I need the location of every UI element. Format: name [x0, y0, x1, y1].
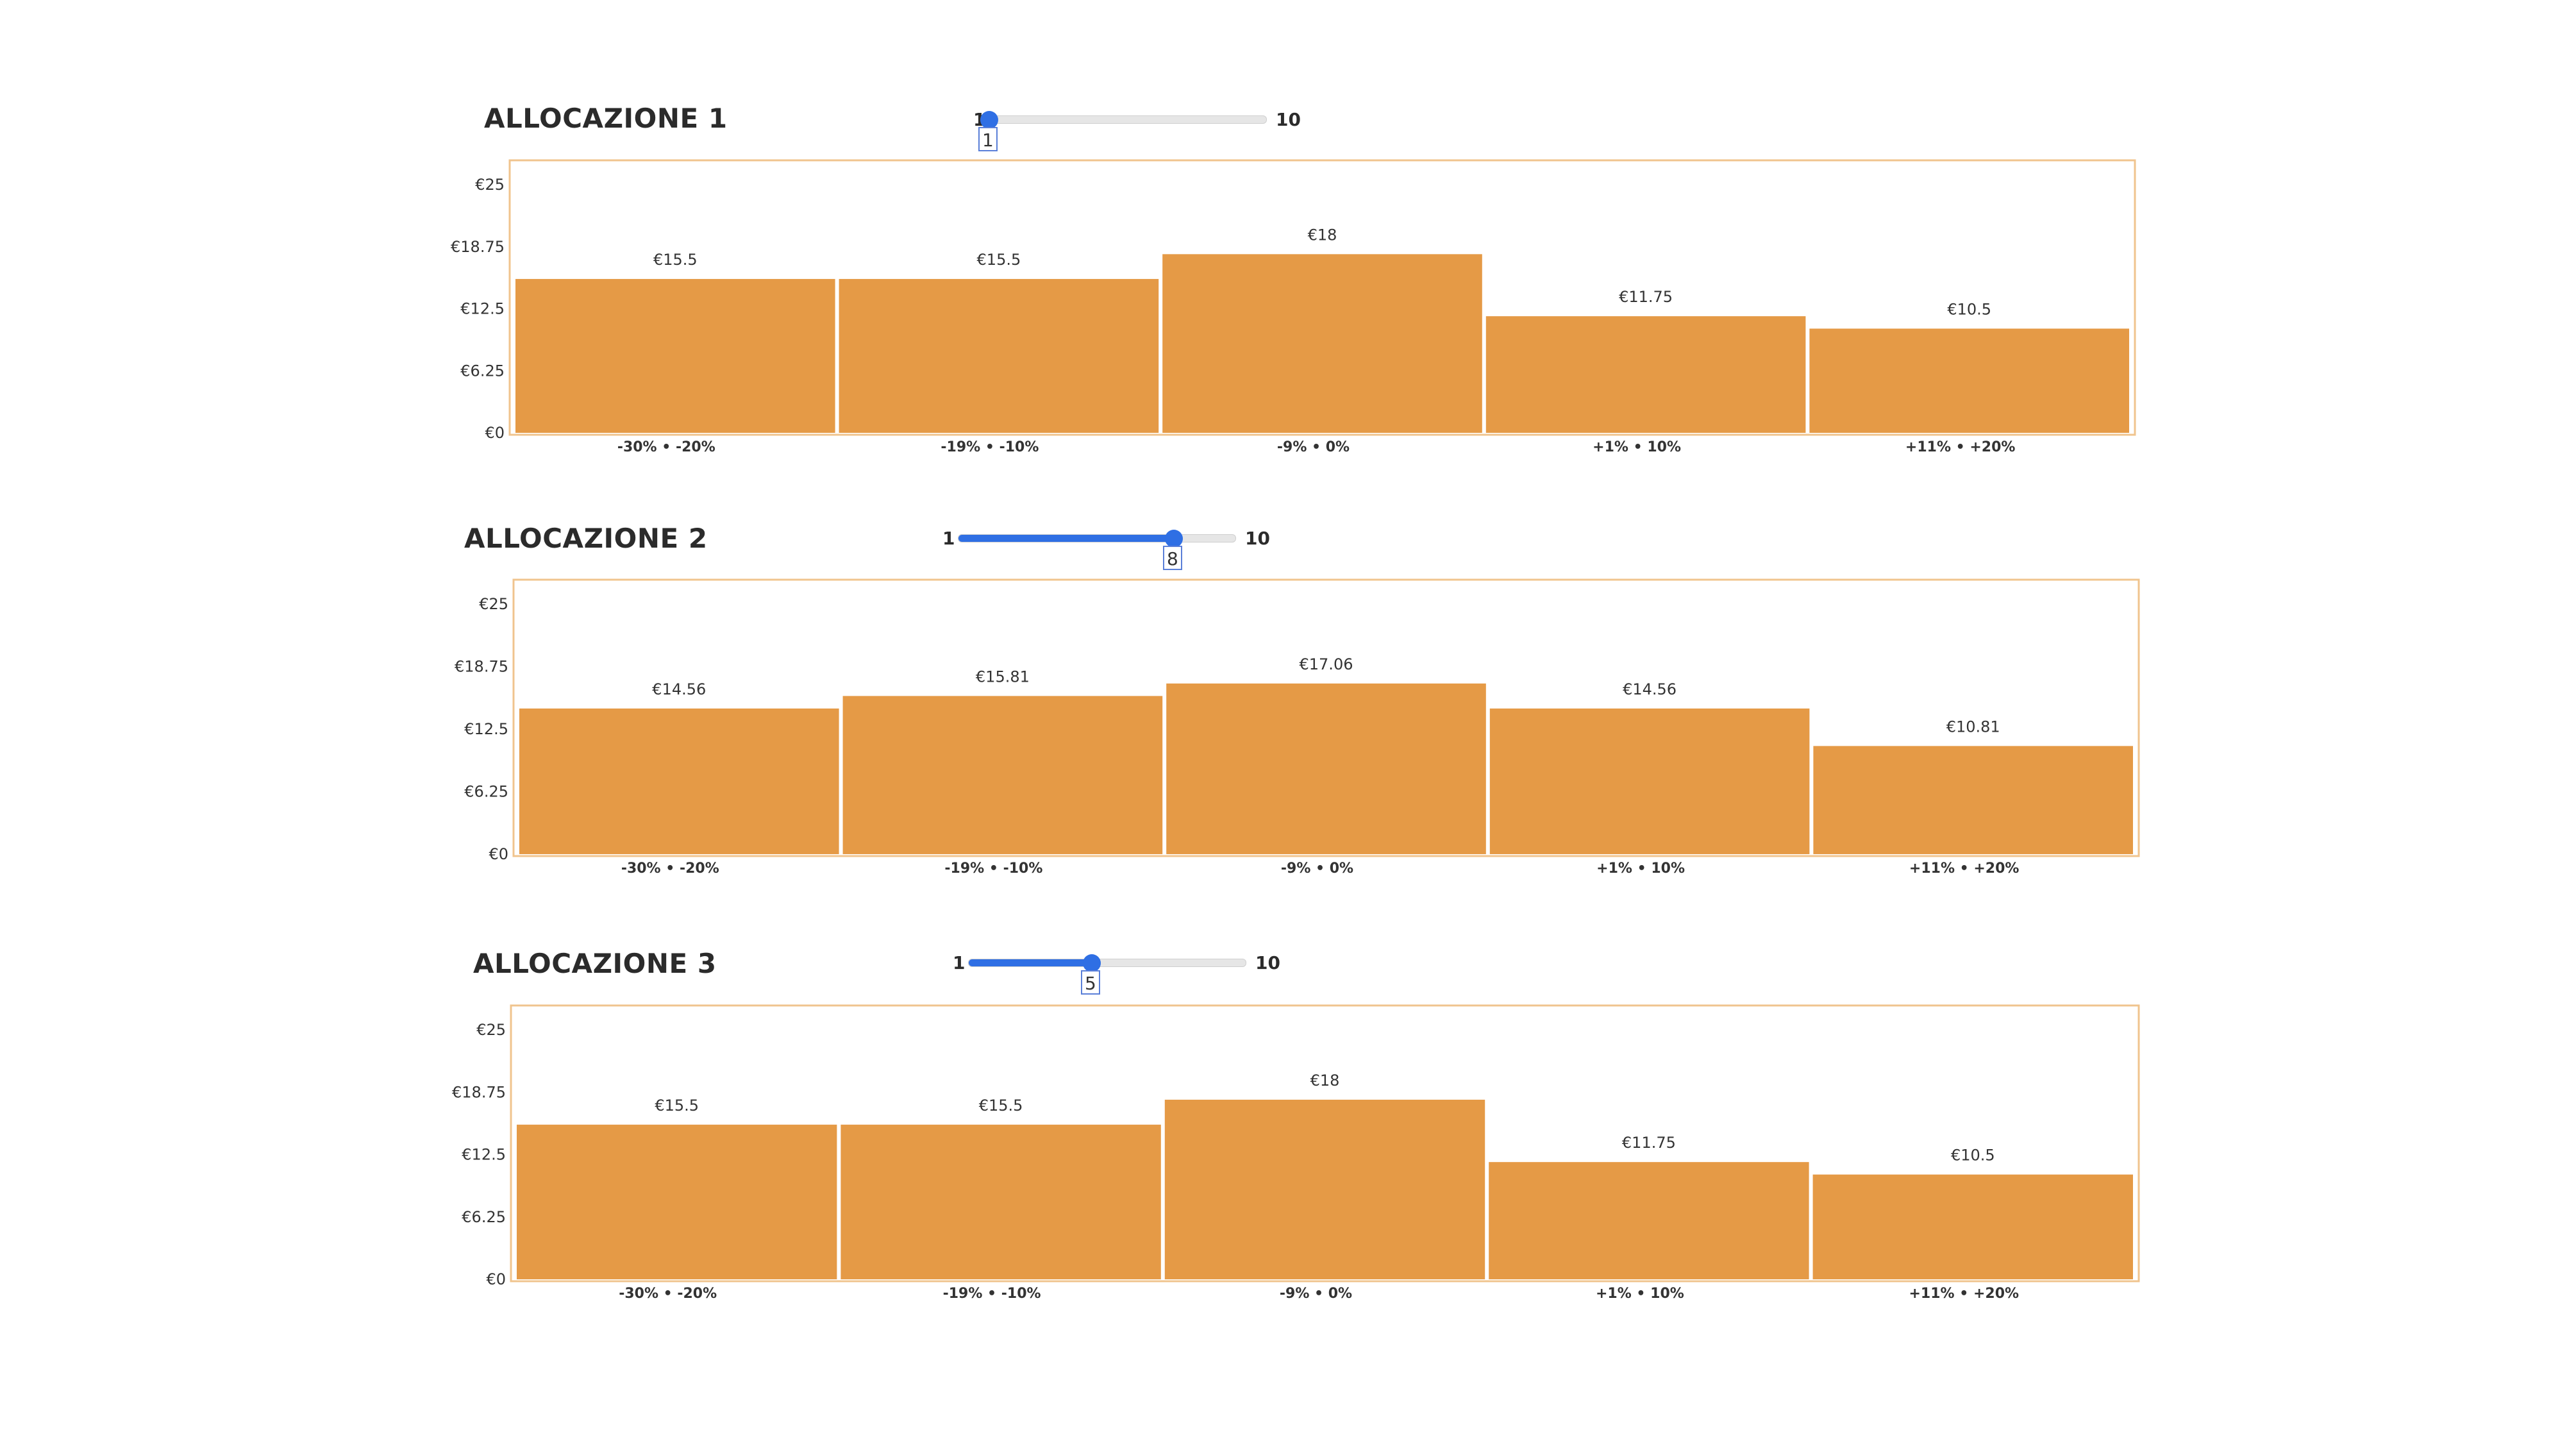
y-tick-label: €18.75: [452, 1083, 506, 1101]
y-tick-label: €25: [476, 1021, 506, 1039]
data-label: €18: [1310, 1072, 1340, 1089]
x-tick-label: -30% • -20%: [619, 1286, 717, 1302]
data-label: €15.5: [979, 1097, 1023, 1115]
bar: [1489, 1162, 1809, 1279]
y-tick-label: €6.25: [462, 1208, 506, 1226]
data-label: €15.5: [655, 1097, 699, 1115]
x-tick-label: +11% • +20%: [1909, 1286, 2020, 1302]
data-label: €11.75: [1622, 1134, 1676, 1152]
x-tick-label: -9% • 0%: [1280, 1286, 1352, 1302]
allocation-section-3: ALLOCAZIONE 3 1 10 5 €0 €6.25 €12.5 €18.75 €…: [0, 0, 2576, 410]
y-tick-label: €12.5: [462, 1146, 506, 1164]
bar: [841, 1125, 1160, 1279]
data-label: €10.5: [1951, 1147, 1995, 1165]
bar: [1165, 1100, 1485, 1279]
bar: [517, 1125, 837, 1279]
x-tick-label: +1% • 10%: [1596, 1286, 1684, 1302]
y-tick-label: €0: [486, 1270, 506, 1288]
x-tick-label: -19% • -10%: [943, 1286, 1041, 1302]
bar: [1813, 1175, 2133, 1279]
allocation-chart-3: €0 €6.25 €12.5 €18.75 €25 €15.5 -30% • -20% €15…: [0, 0, 2576, 1327]
